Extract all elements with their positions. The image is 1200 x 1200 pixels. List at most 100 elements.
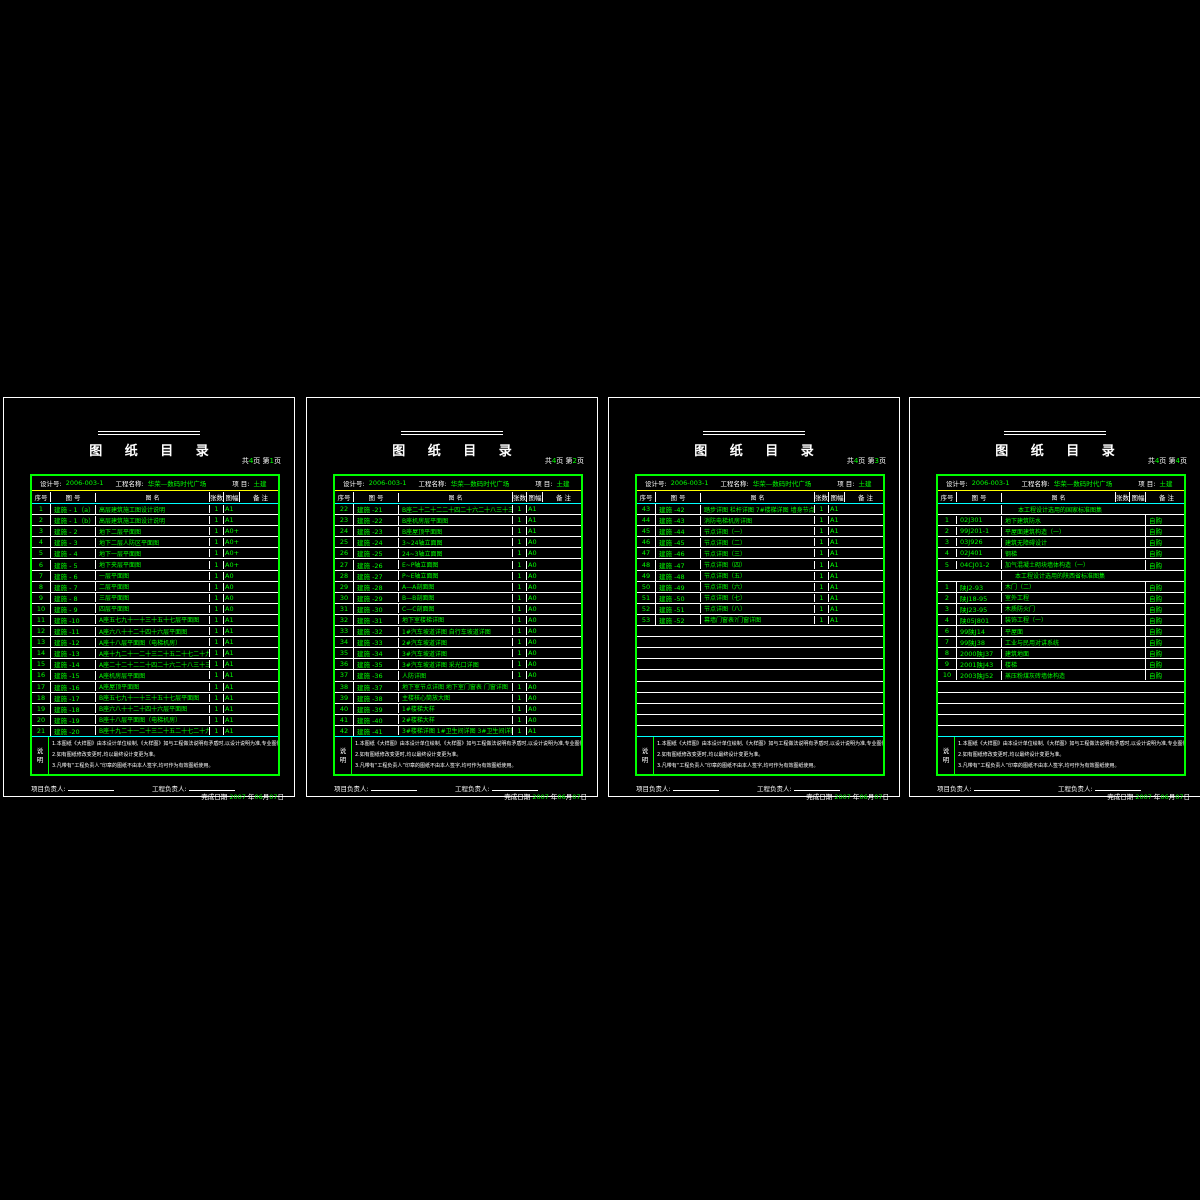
dwg-no-cell: 建施 -22	[353, 515, 398, 526]
size-cell: A1	[526, 505, 542, 514]
serial-cell: 31	[339, 604, 349, 613]
page-count-part: 共	[241, 457, 249, 465]
dwg-no-cell: 建施 -42	[655, 504, 700, 515]
signature-line	[67, 784, 114, 791]
serial-cell: 5	[38, 549, 44, 558]
page-count-part: 4	[248, 457, 254, 465]
serial-cell: 29	[339, 582, 349, 591]
drawing-row: 30 建施 -29 B—B剖面图 1 A0	[335, 591, 581, 603]
note-line: 2.如有图纸修改变更时,均以最终设计变更为准。	[355, 752, 462, 758]
serial-cell: 53	[641, 615, 651, 624]
drawing-row: 1 陕J2-93 木门（二） 自购	[938, 580, 1184, 592]
drawing-row: 41 建施 -40 2#楼梯大样 1 A0	[335, 713, 581, 725]
serial-cell: 30	[339, 593, 349, 602]
dwg-name-cell: 节点详图（三）	[700, 548, 814, 558]
count-cell: 1	[814, 560, 828, 569]
notes-box: 说明 1.本图纸《大样图》由本设计单位绘制,《大样图》如与工程做法说明有矛盾时,以…	[335, 736, 581, 774]
dwg-no-cell: 陕J23-95	[956, 603, 1001, 614]
note-line: 3.凡带有“工程负责人”印章的图纸不由本人签字,均可作为有效图纸使用。	[657, 763, 819, 769]
count-cell: 1	[512, 671, 526, 680]
dwg-name-cell: 一层平面图	[95, 571, 209, 581]
serial-cell: 1	[38, 505, 44, 514]
remark-cell: 自购	[1145, 614, 1184, 625]
serial-cell: 52	[641, 604, 651, 613]
signature-line	[793, 784, 840, 791]
serial-cell: 1	[944, 516, 950, 525]
completion-date-part: 月	[1168, 793, 1176, 801]
remark-cell: 自购	[1145, 537, 1184, 548]
dwg-no-cell: 建施 -29	[353, 592, 398, 603]
drawing-row: 16 建施 -15 A座机房层平面图 1 A1	[32, 669, 278, 681]
engineering-lead-signature: 工程负责人:	[1058, 783, 1141, 793]
count-cell: 1	[512, 638, 526, 647]
title-underline-bottom	[1004, 434, 1106, 435]
dwg-no-cell: 建施 -48	[655, 570, 700, 581]
project-lead-label: 项目负责人:	[937, 785, 972, 793]
serial-cell: 2	[38, 516, 44, 525]
dwg-no-cell: 建施 -34	[353, 648, 398, 659]
serial-cell: 16	[36, 671, 46, 680]
size-cell: A1	[526, 516, 542, 525]
engineering-lead-label: 工程负责人:	[455, 785, 490, 793]
size-cell: A1	[828, 582, 844, 591]
serial-cell: 3	[38, 527, 44, 536]
count-cell: 1	[512, 571, 526, 580]
completion-date-part: 06	[557, 793, 566, 801]
completion-date-part: 07	[572, 793, 581, 801]
project-name-value: 华荣—数码时代广场	[147, 480, 207, 488]
count-cell: 1	[512, 593, 526, 602]
size-cell: A0	[223, 593, 239, 602]
drawing-row: 1 建施 - 1（a） 高层建筑施工图设计说明 1 A1	[32, 504, 278, 515]
sheet-page-3: 图 纸 目 录共4页 第3页 设计号: 2006-003-1 工程名称: 华荣—数码时代…	[608, 397, 900, 801]
drawing-row: 40 建施 -39 1#楼梯大样 1 A0	[335, 702, 581, 714]
dwg-no-cell: 建施 -38	[353, 692, 398, 703]
column-header-size-cell: 图幅	[828, 492, 844, 502]
completion-date: 完成日期 2007 年06月07日	[504, 791, 587, 801]
serial-cell: 11	[36, 615, 46, 624]
dwg-no-cell: 建施 -51	[655, 603, 700, 614]
signature-line	[491, 784, 538, 791]
dwg-no-cell: 建施 -21	[353, 504, 398, 515]
dwg-no-cell: 建施 -44	[655, 526, 700, 537]
size-cell: A1	[223, 505, 239, 514]
size-cell: A1	[223, 726, 239, 735]
dwg-name-cell: E~P轴立面图	[398, 560, 512, 570]
drawing-row: 4 陕05J801 装饰工程（一） 自购	[938, 613, 1184, 625]
count-cell: 1	[814, 549, 828, 558]
serial-cell: 5	[944, 560, 950, 569]
size-cell: A0	[526, 582, 542, 591]
size-cell: A1	[828, 571, 844, 580]
dwg-name-cell: A座十八层平面图（电梯机房）	[95, 637, 209, 647]
dwg-name-cell: 消防电梯机房详图	[700, 515, 814, 525]
dwg-name-cell: 高层建筑施工图设计说明	[95, 515, 209, 525]
column-header-size-cell: 图幅	[1129, 492, 1145, 502]
drawing-row: 24 建施 -23 B座屋顶平面图 1 A1	[335, 525, 581, 537]
dwg-no-cell: 建施 -52	[655, 614, 700, 625]
column-header-count-cell: 张数	[512, 492, 526, 502]
count-cell: 1	[512, 726, 526, 735]
dwg-name-cell: 建筑地面	[1001, 648, 1115, 658]
count-cell: 1	[209, 682, 223, 691]
project-lead-signature: 项目负责人:	[31, 783, 114, 793]
project-name-label: 工程名称:	[720, 480, 749, 488]
count-cell: 1	[512, 704, 526, 713]
page-count-part: 共	[544, 457, 552, 465]
size-cell: A1	[828, 615, 844, 624]
dwg-name-cell: 2#楼梯大样	[398, 715, 512, 725]
drawing-row: 9 2001陕J43 楼梯 自购	[938, 658, 1184, 670]
column-header-serial-cell: 序号	[940, 494, 954, 502]
dwg-no-cell: 建施 -32	[353, 626, 398, 637]
engineering-lead-signature: 工程负责人:	[152, 783, 235, 793]
serial-cell: 27	[339, 560, 349, 569]
serial-cell: 42	[339, 726, 349, 735]
count-cell: 1	[512, 693, 526, 702]
serial-cell: 3	[944, 604, 950, 613]
project-lead-label: 项目负责人:	[31, 785, 66, 793]
dwg-no-cell: 建施 -14	[50, 659, 95, 670]
engineering-lead-label: 工程负责人:	[1058, 785, 1093, 793]
dwg-name-cell: B座十八层平面图（电梯机房）	[95, 715, 209, 725]
dwg-no-cell: 建施 -45	[655, 537, 700, 548]
dwg-name-cell: B座十九二十一二十三二十五二十七二十九三十一层平面图	[95, 726, 209, 736]
dwg-name-cell: 室外工程	[1001, 593, 1115, 603]
note-line: 2.如有图纸修改变更时,均以最终设计变更为准。	[52, 752, 159, 758]
